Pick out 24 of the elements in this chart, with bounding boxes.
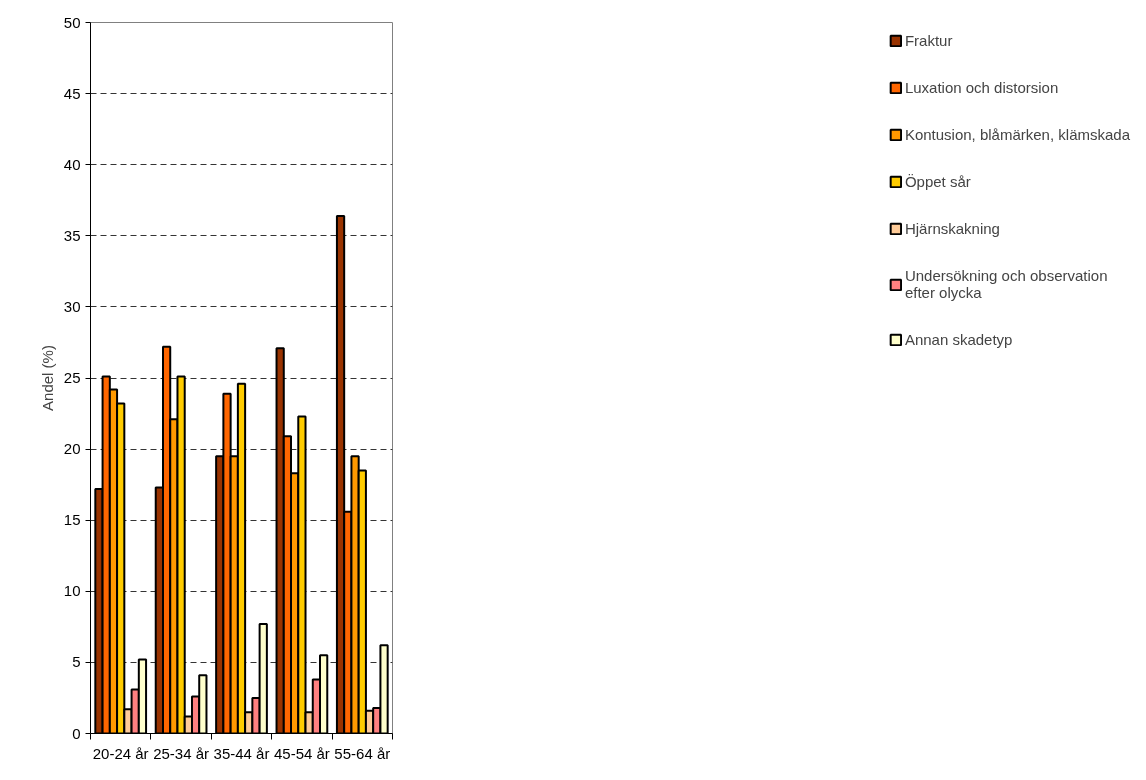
legend-label: Öppet sår bbox=[904, 173, 971, 190]
legend-label: Fraktur bbox=[904, 32, 953, 49]
y-tick-label: 5 bbox=[72, 653, 81, 671]
legend-label: Kontusion, blåmärken, klämskada bbox=[904, 126, 1130, 143]
y-tick-label: 25 bbox=[63, 369, 81, 386]
x-tick-label: 55-64 år bbox=[334, 744, 391, 762]
x-tick-label: 20-24 år bbox=[92, 744, 149, 762]
y-tick-label: 0 bbox=[72, 724, 81, 742]
y-tick-label: 20 bbox=[63, 440, 81, 458]
legend-label: Undersökning och observation efter olycka bbox=[904, 267, 1108, 301]
y-tick-label: 50 bbox=[63, 13, 81, 31]
y-tick-label: 30 bbox=[63, 297, 81, 315]
x-tick-label: 25-34 år bbox=[153, 744, 210, 762]
y-tick-label: 10 bbox=[63, 582, 81, 600]
x-tick-label: 45-54 år bbox=[273, 744, 330, 762]
legend-label: Annan skadetyp bbox=[904, 331, 1013, 348]
legend-label: Hjärnskakning bbox=[904, 220, 1000, 237]
y-tick-label: 35 bbox=[63, 226, 81, 244]
y-tick-label: 40 bbox=[63, 155, 81, 173]
y-axis-title: Andel (%) bbox=[38, 345, 56, 411]
x-tick-label: 35-44 år bbox=[213, 744, 270, 762]
legend-label: Luxation och distorsion bbox=[904, 79, 1059, 96]
y-tick-label: 45 bbox=[63, 84, 81, 102]
y-tick-label: 15 bbox=[63, 511, 81, 529]
